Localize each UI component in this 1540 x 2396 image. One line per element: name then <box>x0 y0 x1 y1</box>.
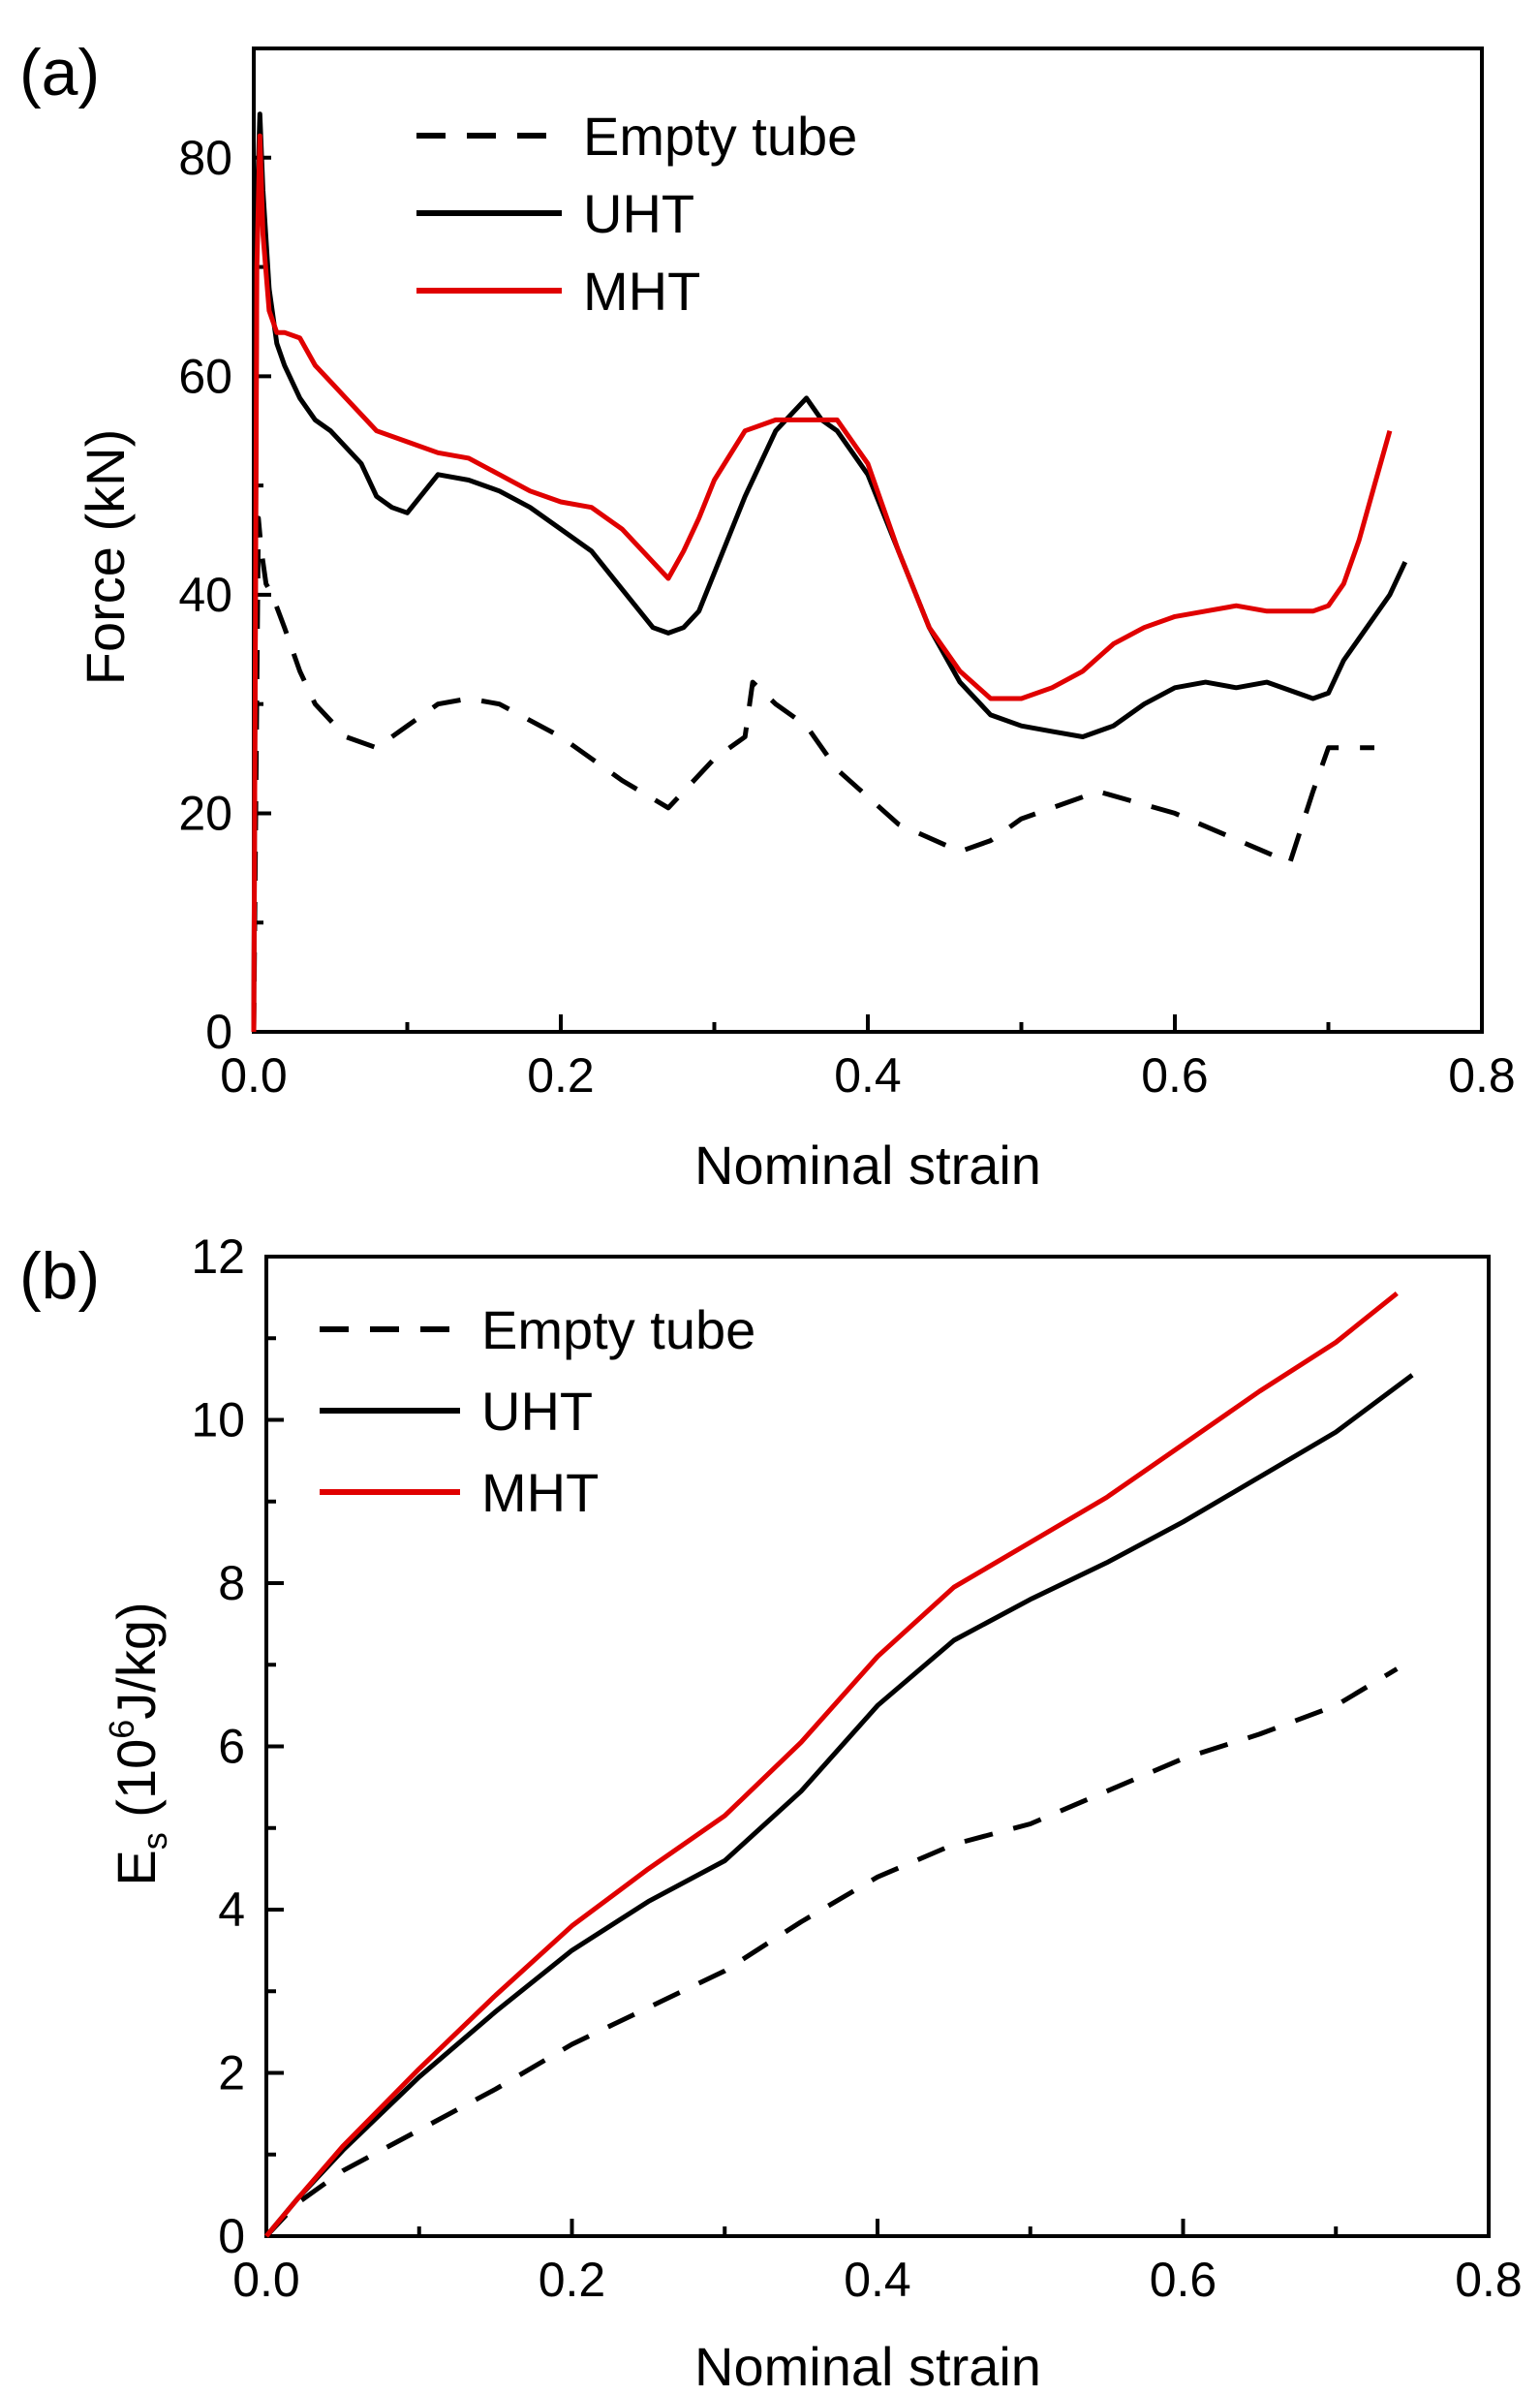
panel-b-y-axis-title-rest: (10 <box>106 1739 167 1833</box>
series-line-mht <box>251 133 1393 1033</box>
plot-frame <box>264 1255 1491 2238</box>
legend-label: MHT <box>481 1462 599 1523</box>
y-tick-label: 60 <box>178 349 232 403</box>
x-tick-label: 0.6 <box>1141 1048 1209 1103</box>
y-tick-label: 2 <box>218 2046 245 2100</box>
panel-b-y-axis-title-main: E <box>106 1850 167 1885</box>
legend-label: Empty tube <box>481 1299 755 1360</box>
x-tick-label: 0.0 <box>232 2253 300 2307</box>
x-tick-label: 0.2 <box>527 1048 595 1103</box>
legend-label: MHT <box>583 261 700 322</box>
panel-b-y-axis-title: Es (106J/kg) <box>102 1602 174 1885</box>
panel-a-y-axis-title: Force (kN) <box>75 429 136 685</box>
series-line-empty-tube <box>264 1666 1399 2238</box>
series-line-empty-tube <box>251 515 1374 1033</box>
panel-b-axes: 0.0 0.2 0.4 0.6 0.8 0 2 4 6 8 10 12 <box>191 1229 1522 2307</box>
panel-a-axes: 0.0 0.2 0.4 0.6 0.8 0 20 40 60 80 <box>178 47 1516 1103</box>
x-tick-label: 0.0 <box>220 1048 288 1103</box>
y-tick-label: 80 <box>178 131 232 185</box>
legend-label: UHT <box>583 183 694 244</box>
panel-a-x-axis-title: Nominal strain <box>694 1135 1041 1196</box>
panel-b-label: (b) <box>19 1239 100 1313</box>
legend-label: UHT <box>481 1381 593 1442</box>
panel-b-series <box>264 1291 1414 2238</box>
x-tick-label: 0.6 <box>1150 2253 1217 2307</box>
y-tick-label: 8 <box>218 1556 245 1610</box>
x-tick-label: 0.2 <box>539 2253 606 2307</box>
plot-frame <box>252 47 1484 1034</box>
panel-a-legend: Empty tube UHT MHT <box>416 106 857 322</box>
y-tick-label: 40 <box>178 568 232 622</box>
panel-b-y-axis-title-end: J/kg) <box>106 1602 167 1719</box>
series-line-uht <box>264 1373 1414 2238</box>
y-tick-label: 6 <box>218 1720 245 1774</box>
y-tick-label: 4 <box>218 1883 245 1937</box>
series-line-uht <box>251 111 1408 1033</box>
panel-b-x-axis-title: Nominal strain <box>694 2336 1041 2396</box>
legend-label: Empty tube <box>583 106 857 167</box>
panel-b-y-axis-title-sup: 6 <box>102 1720 141 1739</box>
panel-b-y-axis-title-sub: s <box>135 1832 174 1850</box>
panel-b: (b) 0.0 0.2 0.4 0.6 0.8 0 2 4 6 8 10 12 Empty tube U… <box>19 1229 1523 2396</box>
x-tick-label: 0.8 <box>1455 2253 1523 2307</box>
panel-b-legend: Empty tube UHT MHT <box>320 1299 755 1523</box>
series-line-mht <box>264 1291 1399 2238</box>
panel-a-series <box>251 111 1408 1033</box>
x-tick-label: 0.8 <box>1448 1048 1516 1103</box>
y-tick-label: 20 <box>178 786 232 840</box>
y-tick-label: 12 <box>191 1229 245 1284</box>
x-tick-label: 0.4 <box>844 2253 911 2307</box>
y-tick-label: 10 <box>191 1393 245 1447</box>
x-tick-label: 0.4 <box>834 1048 902 1103</box>
panel-a: (a) 0.0 0.2 0.4 0.6 0.8 0 20 40 60 80 Empty tube U… <box>19 36 1516 1196</box>
y-tick-label: 0 <box>218 2209 245 2263</box>
y-tick-label: 0 <box>205 1005 232 1059</box>
panel-a-label: (a) <box>19 36 100 109</box>
